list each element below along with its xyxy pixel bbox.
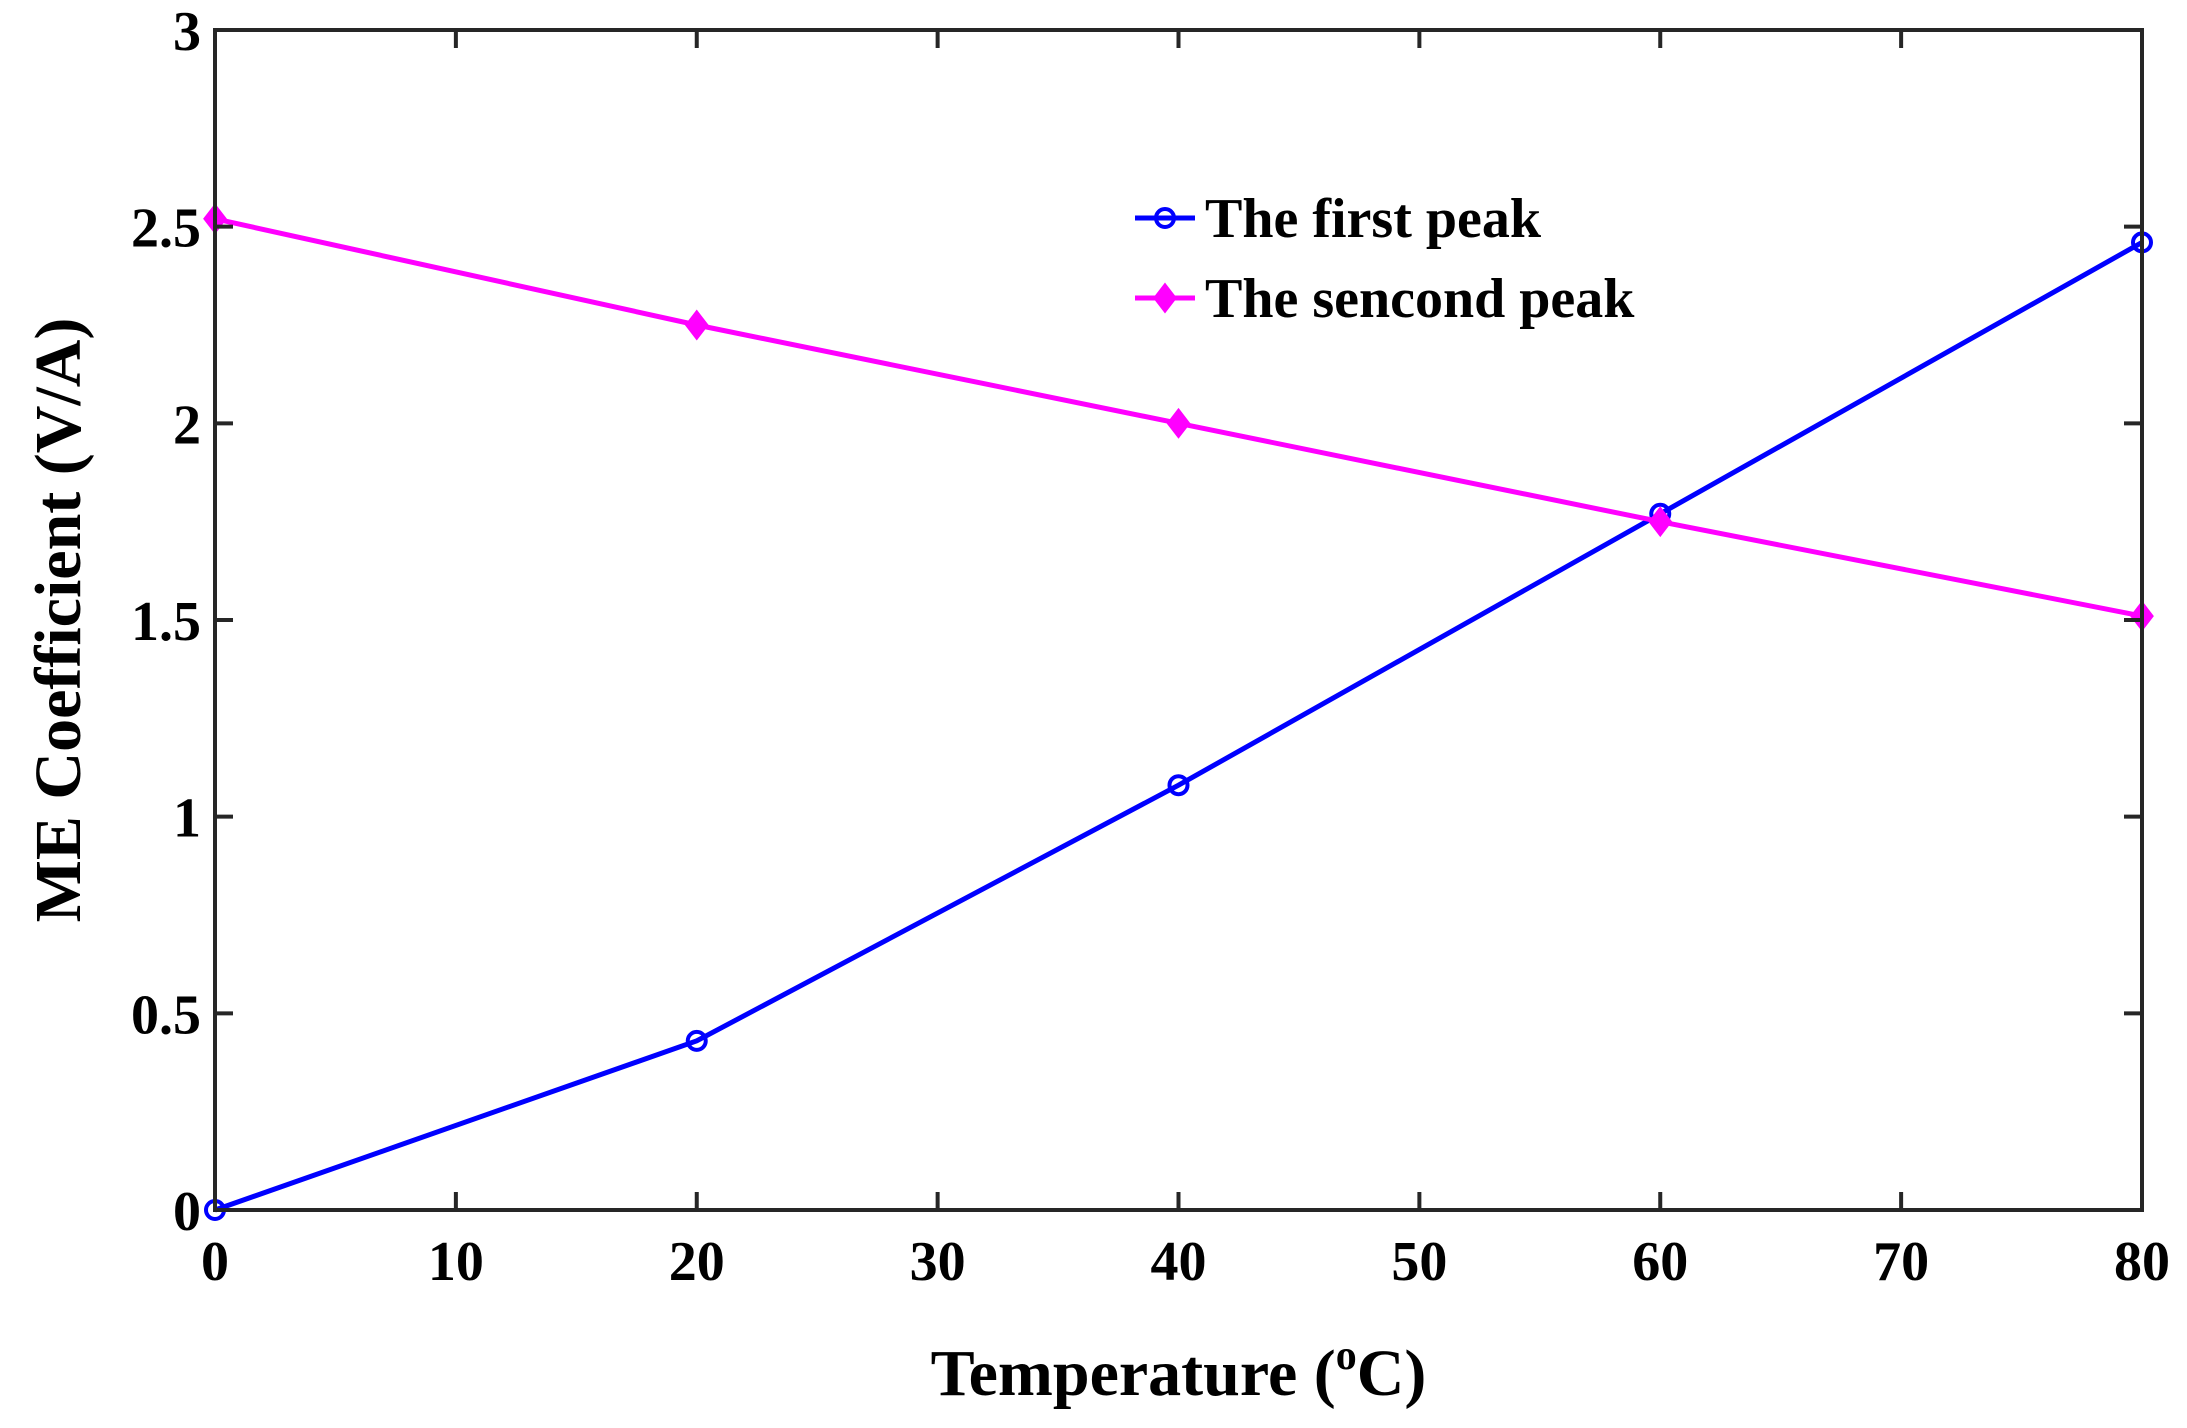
y-tick-label: 0 [173, 1181, 201, 1243]
data-point-first-peak [685, 1029, 708, 1052]
y-tick-label: 3 [173, 1, 201, 63]
legend-marker-first-peak [1154, 207, 1176, 229]
y-tick-label: 0.5 [131, 984, 201, 1046]
y-axis-title: ME Coefficient (V/A) [22, 318, 95, 923]
data-point-second-peak [1166, 407, 1191, 439]
x-tick-label: 0 [201, 1231, 229, 1293]
y-axis-ticks: 0 0.5 1 1.5 2 2.5 3 [131, 1, 2142, 1243]
x-tick-label: 70 [1873, 1231, 1929, 1293]
data-point-second-peak [684, 309, 709, 341]
series-line-first-peak [214, 240, 2144, 1213]
x-axis-title-main: Temperature ( [931, 1337, 1336, 1410]
x-axis-title: Temperature (oC) [931, 1333, 1427, 1410]
x-tick-label: 80 [2114, 1231, 2170, 1293]
legend-marker-second-peak [1153, 282, 1177, 314]
x-axis-title-suffix: C) [1357, 1337, 1427, 1410]
x-tick-label: 40 [1151, 1231, 1207, 1293]
plot-marks [203, 203, 2154, 1221]
y-tick-label: 1 [173, 788, 201, 850]
x-tick-label: 20 [669, 1231, 725, 1293]
x-tick-label: 60 [1632, 1231, 1688, 1293]
x-axis-ticks: 0 10 20 30 40 50 60 70 80 [201, 30, 2170, 1293]
data-point-first-peak [1167, 774, 1190, 797]
y-tick-label: 2.5 [131, 198, 201, 260]
x-tick-label: 50 [1391, 1231, 1447, 1293]
legend: The first peak The sencond peak [1135, 188, 1635, 330]
y-tick-label: 1.5 [131, 591, 201, 653]
legend-label-second-peak: The sencond peak [1205, 268, 1635, 330]
x-tick-label: 10 [428, 1231, 484, 1293]
plot-frame [213, 28, 2144, 1212]
y-tick-label: 2 [173, 394, 201, 456]
x-tick-label: 30 [910, 1231, 966, 1293]
x-axis-title-superscript: o [1336, 1333, 1357, 1379]
data-point-second-peak [1648, 506, 1673, 538]
legend-label-first-peak: The first peak [1205, 188, 1542, 250]
